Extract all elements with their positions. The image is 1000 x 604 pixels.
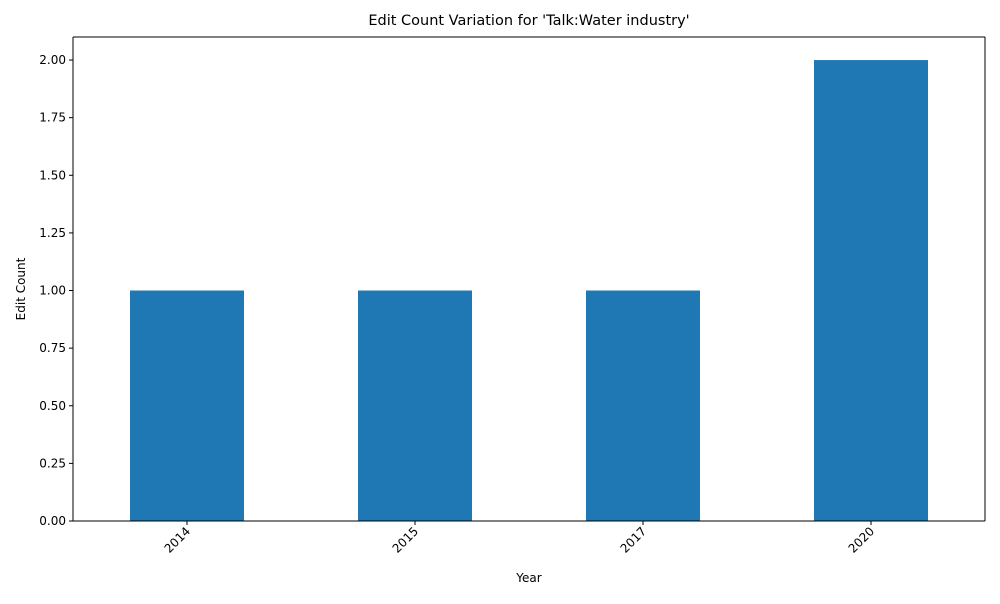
y-tick-label: 1.00 [39, 284, 66, 298]
y-tick-label: 0.00 [39, 514, 66, 528]
bar-2017 [586, 290, 700, 521]
y-tick-label: 0.50 [39, 399, 66, 413]
y-tick-label: 1.25 [39, 226, 66, 240]
axes-layer [72, 36, 986, 522]
x-tick-label: 2017 [618, 524, 649, 555]
x-ticks: 2014 2015 2017 2020 [162, 521, 877, 556]
y-tick-label: 0.25 [39, 456, 66, 470]
y-ticks: 0.00 0.25 0.50 0.75 1.00 1.25 1.50 1.75 2.00 [39, 53, 73, 528]
bar-2020 [814, 60, 928, 522]
bars-layer [130, 60, 928, 522]
x-tick-label: 2020 [846, 524, 877, 555]
y-tick-label: 0.75 [39, 341, 66, 355]
bar-2014 [130, 290, 244, 521]
x-tick-label: 2015 [390, 524, 421, 555]
y-tick-label: 1.50 [39, 168, 66, 182]
bar-2015 [358, 290, 472, 521]
y-tick-label: 2.00 [39, 53, 66, 67]
y-tick-label: 1.75 [39, 111, 66, 125]
y-axis-label: Edit Count [14, 257, 28, 320]
chart-title: Edit Count Variation for 'Talk:Water ind… [368, 13, 689, 29]
x-tick-label: 2014 [162, 524, 193, 555]
x-axis-label: Year [515, 571, 541, 585]
